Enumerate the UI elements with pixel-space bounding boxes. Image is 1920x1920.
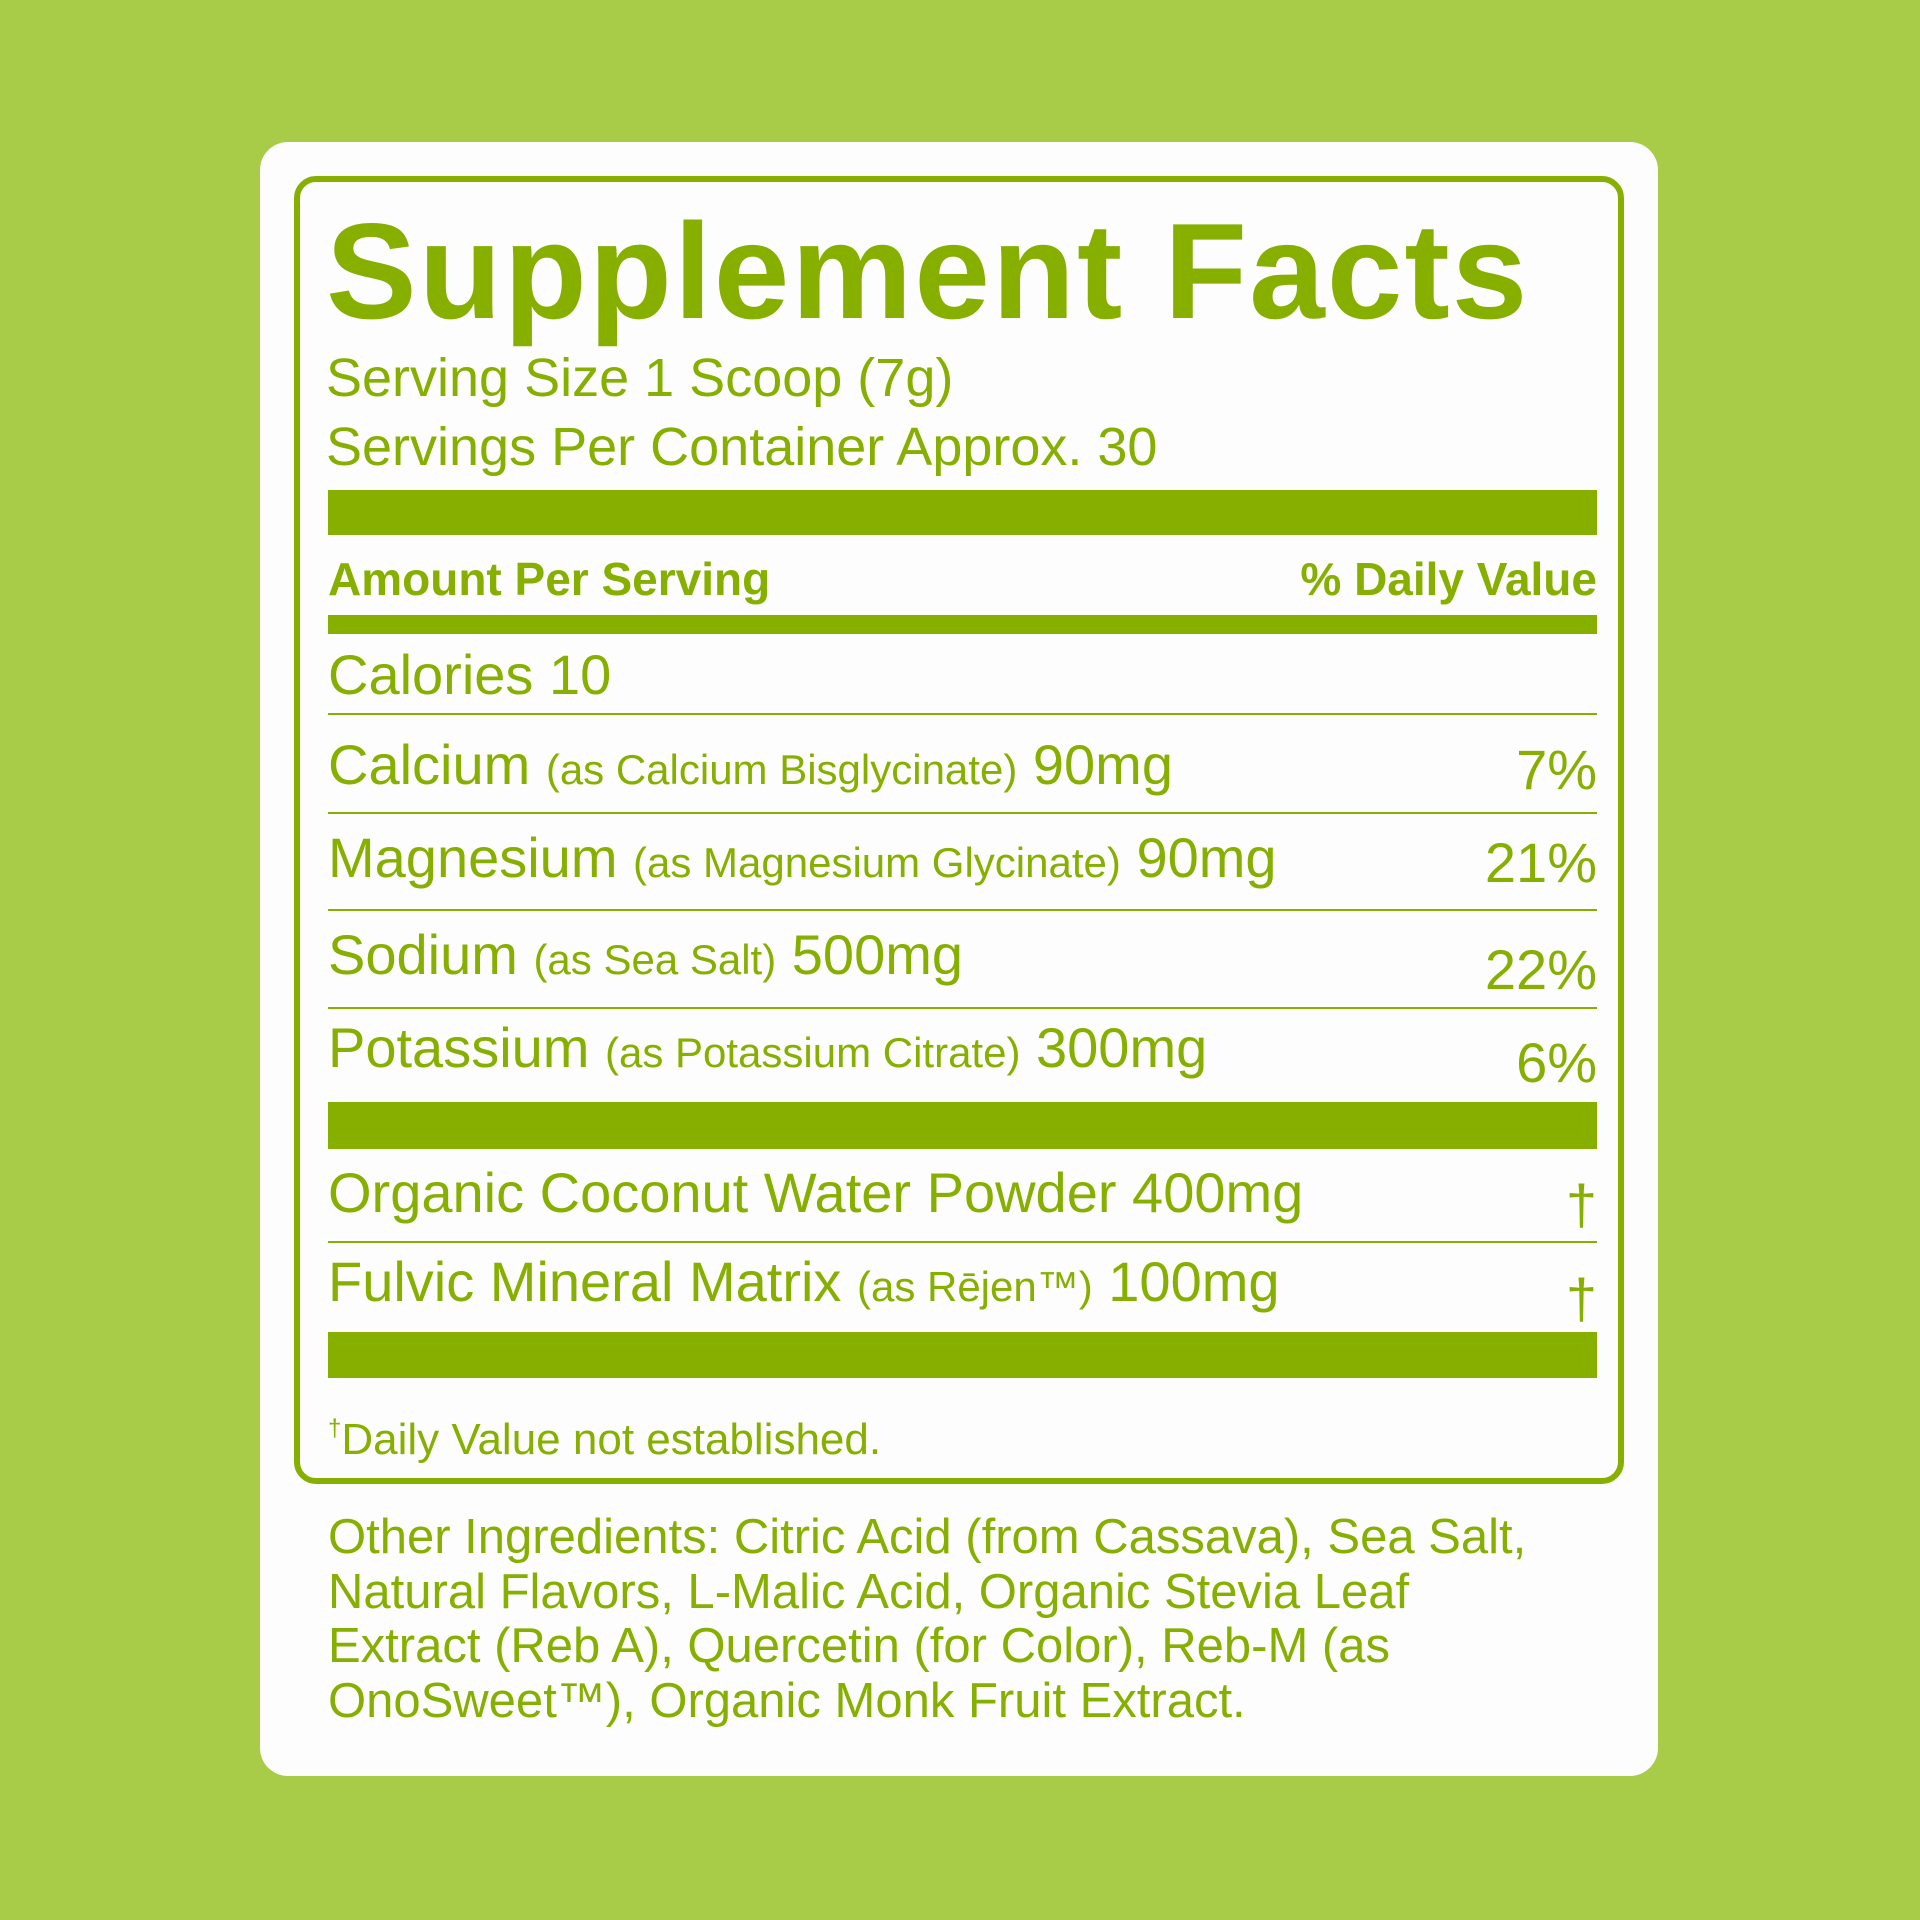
nutrient-row-calcium: Calcium (as Calcium Bisglycinate) 90mg 7… [328,735,1597,801]
nutrient-row-magnesium: Magnesium (as Magnesium Glycinate) 90mg … [328,828,1597,894]
nutrient-dv: 22% [1484,938,1597,1001]
label-card [260,142,1658,1776]
nutrient-name: Magnesium [328,826,618,889]
thick-divider [328,1332,1597,1378]
nutrient-amount: 90mg [1032,733,1173,796]
nutrient-amount: 100mg [1108,1250,1280,1313]
nutrient-name: Sodium [328,923,518,986]
serving-size: Serving Size 1 Scoop (7g) [326,348,954,408]
row-divider [328,1007,1597,1009]
thick-divider [328,490,1597,535]
calories-row: Calories 10 [328,645,1597,705]
footnote-mark: † [328,1415,342,1442]
nutrient-name: Organic Coconut Water Powder [328,1161,1117,1224]
nutrient-source: (as Rējen™) [856,1263,1093,1310]
supplement-facts-panel [294,176,1624,1484]
nutrient-source: (as Sea Salt) [533,936,777,983]
row-divider [328,713,1597,715]
nutrient-name: Calcium [328,733,531,796]
row-divider [328,1241,1597,1243]
nutrient-dv: 7% [1516,738,1597,801]
nutrient-row-coconut-water: Organic Coconut Water Powder 400mg † [328,1161,1597,1235]
nutrient-amount: 90mg [1136,826,1277,889]
dagger-mark: † [1565,1267,1597,1330]
other-ingredients: Other Ingredients: Citric Acid (from Cas… [328,1510,1527,1728]
row-divider [328,909,1597,911]
daily-value-header: % Daily Value [1300,553,1597,605]
nutrient-amount: 400mg [1132,1161,1304,1224]
footnote-text: Daily Value not established. [341,1415,882,1464]
nutrient-row-potassium: Potassium (as Potassium Citrate) 300mg 6… [328,1018,1597,1093]
nutrient-dv: 6% [1516,1031,1597,1094]
nutrient-source: (as Calcium Bisglycinate) [545,746,1018,793]
footnote: †Daily Value not established. [328,1402,881,1467]
amount-per-serving-header: Amount Per Serving [328,553,771,605]
medium-divider [328,615,1597,634]
nutrient-row-fulvic: Fulvic Mineral Matrix (as Rējen™) 100mg … [328,1252,1597,1329]
nutrient-name: Fulvic Mineral Matrix [328,1250,842,1313]
nutrient-row-sodium: Sodium (as Sea Salt) 500mg 22% [328,925,1597,1000]
nutrient-amount: 300mg [1036,1016,1208,1079]
nutrient-source: (as Potassium Citrate) [605,1029,1021,1076]
nutrient-amount: 500mg [791,923,964,986]
calories: Calories 10 [328,643,612,706]
thick-divider [328,1102,1597,1149]
panel-title: Supplement Facts [326,195,1530,347]
dagger-mark: † [1565,1173,1597,1236]
nutrient-name: Potassium [328,1016,590,1079]
servings-per-container: Servings Per Container Approx. 30 [326,417,1158,477]
nutrient-source: (as Magnesium Glycinate) [633,839,1121,886]
row-divider [328,812,1597,814]
nutrient-dv: 21% [1484,831,1597,894]
